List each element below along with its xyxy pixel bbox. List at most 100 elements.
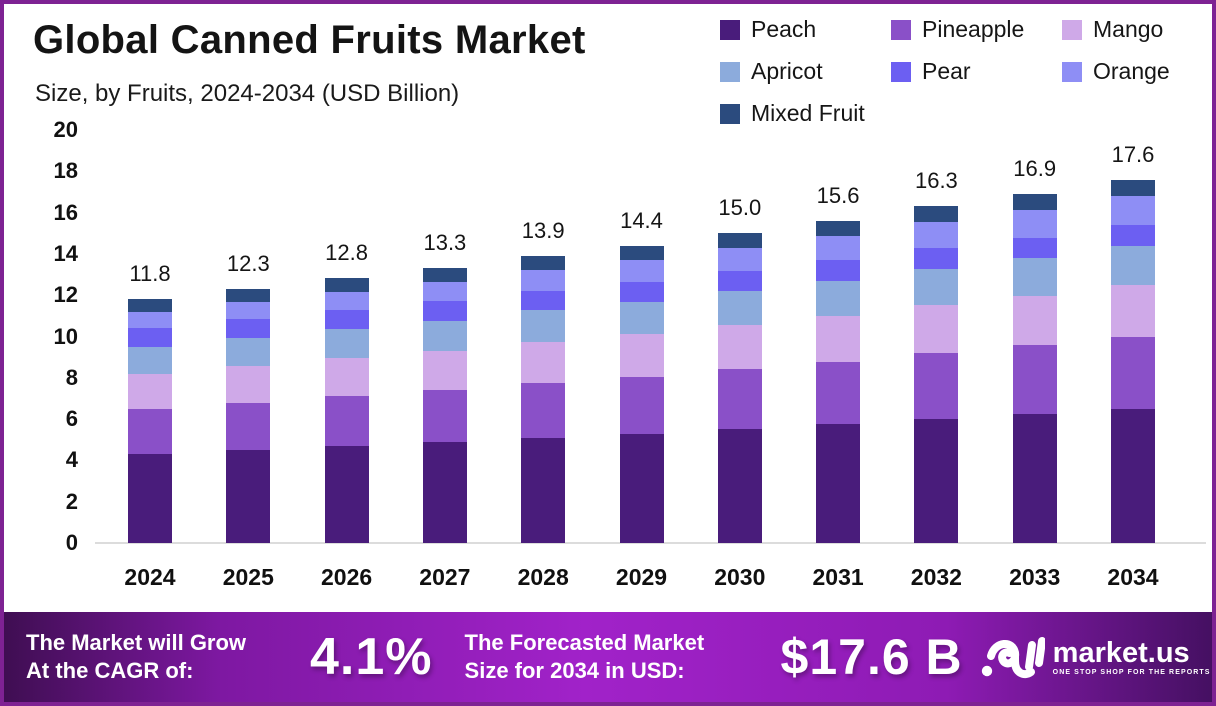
bar-segment-pear-2034 bbox=[1111, 224, 1155, 246]
bar-segment-pineapple-2029 bbox=[619, 376, 664, 434]
bar-segment-pineapple-2030 bbox=[717, 369, 762, 430]
bar-segment-pineapple-2026 bbox=[324, 396, 369, 447]
bar-total-label: 13.3 bbox=[423, 230, 467, 256]
forecast-label-line2: Size for 2034 in USD: bbox=[464, 658, 685, 683]
bar-segment-pineapple-2027 bbox=[422, 390, 467, 443]
bar-segment-orange-2028 bbox=[521, 270, 566, 291]
bar-segment-peach-2026 bbox=[324, 446, 369, 543]
x-axis-label: 2032 bbox=[910, 564, 962, 590]
y-axis-tick: 16 bbox=[53, 199, 78, 225]
bar-segment-mixed-fruit-2030 bbox=[717, 233, 762, 249]
legend-label: Mango bbox=[1093, 16, 1164, 42]
bar-segment-mango-2031 bbox=[816, 315, 861, 362]
bar-segment-pineapple-2033 bbox=[1012, 345, 1057, 415]
forecast-label: The Forecasted Market Size for 2034 in U… bbox=[465, 629, 745, 685]
y-axis-tick: 6 bbox=[65, 406, 78, 432]
marketus-logo-text: market.us bbox=[1052, 636, 1190, 669]
legend-item-peach: Peach bbox=[720, 16, 891, 43]
bar-segment-pear-2030 bbox=[717, 271, 762, 292]
bar-segment-mixed-fruit-2029 bbox=[619, 245, 664, 261]
bar-segment-mango-2025 bbox=[226, 366, 271, 403]
bar-segment-orange-2025 bbox=[226, 301, 271, 320]
bar-total-label: 14.4 bbox=[620, 207, 663, 233]
bar-segment-orange-2026 bbox=[324, 291, 369, 311]
legend-item-orange: Orange bbox=[1062, 58, 1212, 85]
bar-segment-apricot-2029 bbox=[619, 301, 664, 335]
bar-segment-mango-2027 bbox=[422, 350, 467, 391]
bar-segment-peach-2028 bbox=[521, 437, 566, 543]
cagr-value: 4.1% bbox=[310, 628, 433, 686]
legend-swatch-icon bbox=[1062, 61, 1082, 82]
bar-segment-apricot-2024 bbox=[128, 346, 172, 374]
forecast-value: $17.6 B bbox=[780, 629, 963, 685]
bar-segment-mango-2028 bbox=[521, 341, 566, 383]
bar-segment-apricot-2033 bbox=[1012, 258, 1057, 296]
y-axis-tick: 12 bbox=[53, 282, 78, 308]
bar-segment-mango-2026 bbox=[324, 358, 369, 397]
legend-item-pear: Pear bbox=[891, 58, 1062, 85]
bar-segment-mango-2024 bbox=[128, 373, 172, 409]
bar-segment-peach-2024 bbox=[128, 454, 172, 543]
legend-swatch-icon bbox=[720, 103, 740, 124]
bar-segment-pineapple-2031 bbox=[816, 361, 861, 425]
x-axis-label: 2033 bbox=[1009, 564, 1061, 590]
bar-segment-mixed-fruit-2032 bbox=[914, 206, 959, 223]
bar-segment-pear-2026 bbox=[324, 310, 369, 330]
bar-segment-pineapple-2032 bbox=[914, 353, 959, 420]
bar-total-label: 15.6 bbox=[816, 182, 860, 208]
bar-segment-mixed-fruit-2031 bbox=[816, 220, 861, 236]
legend-label: Pear bbox=[922, 58, 971, 84]
legend-label: Orange bbox=[1093, 58, 1170, 84]
bar-segment-pineapple-2024 bbox=[128, 408, 172, 455]
bar-segment-pineapple-2034 bbox=[1111, 336, 1155, 409]
bar-segment-mango-2029 bbox=[619, 334, 664, 377]
bar-segment-orange-2031 bbox=[816, 235, 861, 261]
x-axis-label: 2030 bbox=[714, 564, 766, 590]
bar-segment-orange-2030 bbox=[717, 248, 762, 272]
bar-segment-apricot-2026 bbox=[324, 329, 369, 359]
bar-segment-peach-2032 bbox=[914, 419, 959, 543]
forecast-label-line1: The Forecasted Market bbox=[464, 630, 705, 655]
y-axis-tick: 18 bbox=[53, 158, 78, 184]
legend-item-apricot: Apricot bbox=[720, 58, 891, 85]
bar-segment-pear-2024 bbox=[128, 328, 172, 347]
bar-segment-peach-2034 bbox=[1111, 408, 1155, 543]
bar-segment-orange-2024 bbox=[128, 311, 172, 329]
x-axis-label: 2029 bbox=[615, 564, 668, 590]
bar-segment-orange-2032 bbox=[914, 222, 959, 249]
chart-subtitle: Size, by Fruits, 2024-2034 (USD Billion) bbox=[35, 80, 460, 107]
bar-segment-mixed-fruit-2033 bbox=[1012, 194, 1057, 211]
bar-segment-peach-2033 bbox=[1012, 414, 1057, 543]
legend-item-mango: Mango bbox=[1062, 16, 1212, 43]
y-axis-tick: 20 bbox=[53, 117, 78, 142]
bar-segment-apricot-2025 bbox=[226, 338, 271, 367]
y-axis-tick: 2 bbox=[65, 488, 78, 514]
bar-segment-apricot-2030 bbox=[717, 291, 762, 325]
legend-label: Apricot bbox=[751, 58, 823, 84]
legend-label: Mixed Fruit bbox=[751, 100, 865, 126]
bar-total-label: 12.3 bbox=[226, 251, 270, 276]
legend-label: Pineapple bbox=[922, 16, 1025, 42]
y-axis-tick: 8 bbox=[65, 364, 78, 390]
bar-segment-pear-2033 bbox=[1012, 237, 1057, 259]
legend-item-pineapple: Pineapple bbox=[891, 16, 1062, 43]
bar-segment-mango-2034 bbox=[1111, 284, 1155, 337]
x-axis-label: 2031 bbox=[812, 564, 864, 590]
bar-segment-orange-2033 bbox=[1012, 210, 1057, 238]
y-axis-tick: 4 bbox=[65, 447, 78, 473]
bar-segment-mixed-fruit-2025 bbox=[226, 289, 271, 302]
bar-segment-orange-2034 bbox=[1111, 196, 1155, 225]
bar-segment-orange-2029 bbox=[619, 260, 664, 282]
y-axis-tick: 10 bbox=[53, 323, 78, 349]
y-axis-tick: 14 bbox=[53, 240, 78, 266]
bar-segment-pineapple-2028 bbox=[521, 382, 566, 438]
bar-segment-peach-2027 bbox=[422, 442, 467, 543]
bar-segment-mixed-fruit-2024 bbox=[128, 299, 172, 312]
banner: The Market will Grow At the CAGR of: 4.1… bbox=[4, 612, 1212, 702]
legend-swatch-icon bbox=[720, 61, 740, 82]
x-axis-label: 2034 bbox=[1107, 564, 1159, 590]
bar-segment-apricot-2027 bbox=[422, 320, 467, 351]
bar-segment-mango-2032 bbox=[914, 305, 959, 354]
bar-segment-pear-2028 bbox=[521, 290, 566, 311]
